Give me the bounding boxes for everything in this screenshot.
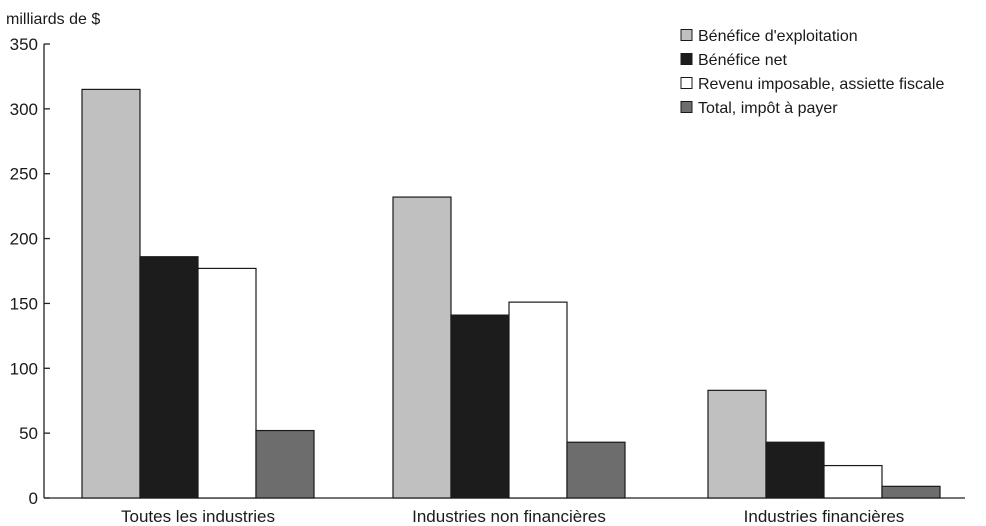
bar-group xyxy=(81,88,315,499)
bar xyxy=(450,314,510,499)
y-tick-label: 250 xyxy=(10,165,38,184)
bar-group xyxy=(392,196,626,499)
bar-group xyxy=(707,389,941,499)
bar xyxy=(707,389,767,499)
legend-label: Bénéfice d'exploitation xyxy=(698,28,858,45)
y-tick-label: 300 xyxy=(10,100,38,119)
y-tick-label: 150 xyxy=(10,294,38,313)
bar xyxy=(81,88,141,499)
bar xyxy=(392,196,452,499)
legend: Bénéfice d'exploitation Bénéfice net Reven… xyxy=(680,28,944,117)
legend-swatch xyxy=(680,29,693,41)
x-tick-label: Industries financières xyxy=(744,507,905,526)
legend-label: Total, impôt à payer xyxy=(698,100,838,117)
legend-item: Bénéfice d'exploitation xyxy=(680,28,858,45)
bar xyxy=(255,429,315,499)
bar xyxy=(881,485,941,499)
y-axis-unit-label: milliards de $ xyxy=(6,11,100,28)
legend-item: Revenu imposable, assiette fiscale xyxy=(680,76,944,93)
y-axis: 0 50 100 150 200 250 300 350 xyxy=(10,35,50,508)
x-axis: Toutes les industries Industries non fina… xyxy=(44,497,965,526)
x-tick-label: Industries non financières xyxy=(412,507,606,526)
legend-item: Bénéfice net xyxy=(680,52,788,69)
legend-label: Bénéfice net xyxy=(698,52,788,69)
legend-swatch xyxy=(680,77,693,89)
bar xyxy=(197,267,257,499)
legend-label: Revenu imposable, assiette fiscale xyxy=(698,76,944,93)
bar xyxy=(823,464,883,499)
x-tick-label: Toutes les industries xyxy=(121,507,275,526)
y-tick-label: 350 xyxy=(10,35,38,54)
y-tick-label: 200 xyxy=(10,230,38,249)
bar xyxy=(765,441,825,499)
bars xyxy=(81,88,941,499)
y-tick-label: 100 xyxy=(10,359,38,378)
y-tick-label: 0 xyxy=(29,489,38,508)
legend-item: Total, impôt à payer xyxy=(680,100,838,117)
bar xyxy=(566,441,626,499)
bar xyxy=(139,256,199,499)
legend-swatch xyxy=(680,101,693,113)
y-tick-label: 50 xyxy=(19,424,38,443)
bar xyxy=(508,301,568,499)
legend-swatch xyxy=(680,53,693,65)
